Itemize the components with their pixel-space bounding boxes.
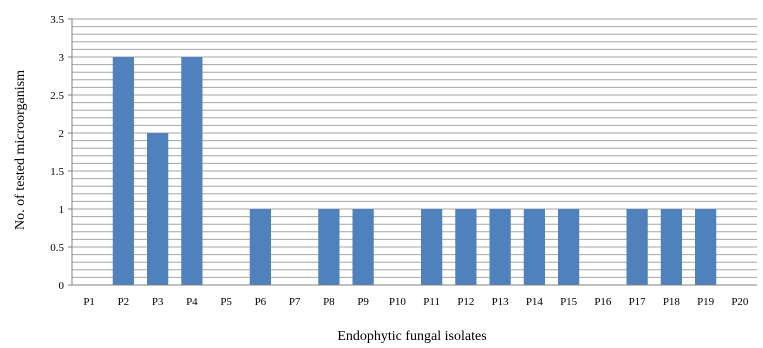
x-tick-label: P1	[83, 296, 95, 308]
y-tick-label: 2.5	[50, 90, 64, 102]
bar-p14	[523, 209, 545, 285]
y-tick-label: 1.5	[50, 166, 64, 178]
x-tick-label: P11	[423, 296, 440, 308]
bar-p11	[421, 209, 443, 285]
x-tick-label: P20	[731, 296, 749, 308]
x-tick-label: P12	[457, 296, 474, 308]
bar-p13	[489, 209, 511, 285]
x-tick-label: P15	[560, 296, 578, 308]
gridlines	[72, 18, 757, 278]
bar-p4	[181, 57, 203, 285]
y-tick-label: 2	[59, 128, 65, 140]
y-tick-label: 0	[59, 280, 65, 292]
x-tick-label: P17	[629, 296, 647, 308]
x-axis-ticks: P1 P2 P3 P4 P5 P6 P7 P8 P9 P10 P11 P12 P13 P14 P15 P16 P…	[83, 296, 749, 308]
x-tick-label: P8	[323, 296, 335, 308]
x-tick-label: P3	[152, 296, 164, 308]
x-tick-label: P18	[663, 296, 681, 308]
y-tick-label: 3	[59, 52, 65, 64]
x-tick-label: P16	[594, 296, 612, 308]
y-axis-ticks: 0 0.5 1 1.5 2 2.5 3 3.5	[50, 14, 72, 292]
y-tick-label: 1	[59, 204, 65, 216]
y-axis-title: No. of tested microorganism	[13, 70, 28, 230]
x-axis-title: Endophytic fungal isolates	[337, 329, 486, 344]
bar-p12	[455, 209, 477, 285]
x-tick-label: P2	[118, 296, 130, 308]
bar-p9	[352, 209, 374, 285]
y-tick-label: 3.5	[50, 14, 64, 26]
bar-p3	[147, 133, 169, 285]
x-tick-label: P6	[255, 296, 267, 308]
bar-p19	[695, 209, 717, 285]
bar-p2	[112, 57, 134, 285]
x-tick-label: P10	[389, 296, 407, 308]
bar-p18	[660, 209, 682, 285]
x-tick-label: P14	[526, 296, 544, 308]
x-tick-label: P7	[289, 296, 301, 308]
x-tick-label: P9	[357, 296, 369, 308]
x-tick-label: P13	[492, 296, 510, 308]
bar-p8	[318, 209, 340, 285]
x-tick-label: P19	[697, 296, 715, 308]
bars	[112, 57, 717, 285]
x-tick-label: P5	[220, 296, 232, 308]
bar-p15	[558, 209, 580, 285]
bar-p6	[249, 209, 271, 285]
bar-p17	[626, 209, 648, 285]
y-tick-label: 0.5	[50, 242, 64, 254]
x-tick-label: P4	[186, 296, 198, 308]
